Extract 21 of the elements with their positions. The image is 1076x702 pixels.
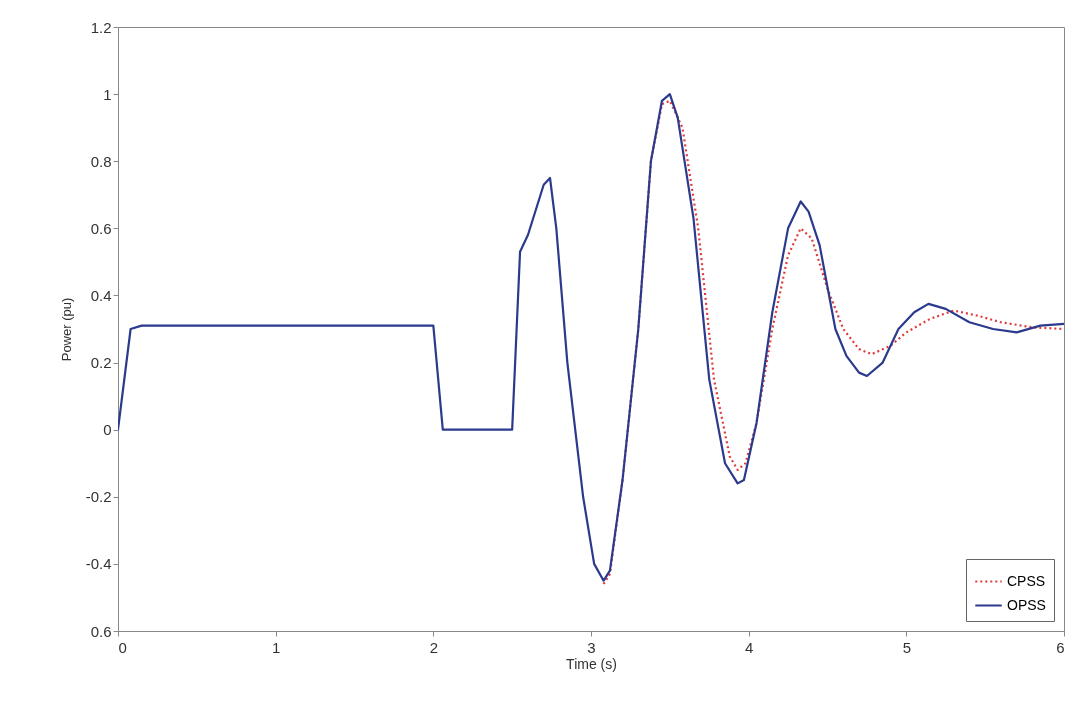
y-tick-label: 0 — [103, 421, 112, 439]
y-axis-title: Power (pu) — [58, 297, 74, 362]
x-tick-label: 6 — [1056, 638, 1065, 656]
x-tick-label: 3 — [587, 638, 596, 656]
x-tick-label: 4 — [744, 638, 754, 656]
y-tick-label: 1.2 — [90, 18, 112, 36]
y-tick-label: 0.4 — [90, 286, 112, 304]
x-tick-label: 1 — [271, 638, 281, 656]
y-tick-label: 1 — [103, 85, 112, 103]
legend-label: CPSS — [1007, 572, 1046, 589]
y-tick-label: 0.2 — [90, 354, 112, 372]
y-tick-label: -0.4 — [85, 555, 112, 573]
x-tick-label: 0 — [118, 638, 127, 656]
legend-label: OPSS — [1007, 596, 1046, 613]
y-tick-label: -0.2 — [85, 488, 112, 506]
x-tick-label: 2 — [429, 638, 439, 656]
y-tick-label: 0.8 — [90, 152, 112, 170]
y-tick-label: 0.6 — [90, 622, 112, 640]
x-axis-title: Time (s) — [566, 655, 617, 672]
y-tick-label: 0.6 — [90, 219, 112, 237]
x-tick-label: 5 — [902, 638, 912, 656]
